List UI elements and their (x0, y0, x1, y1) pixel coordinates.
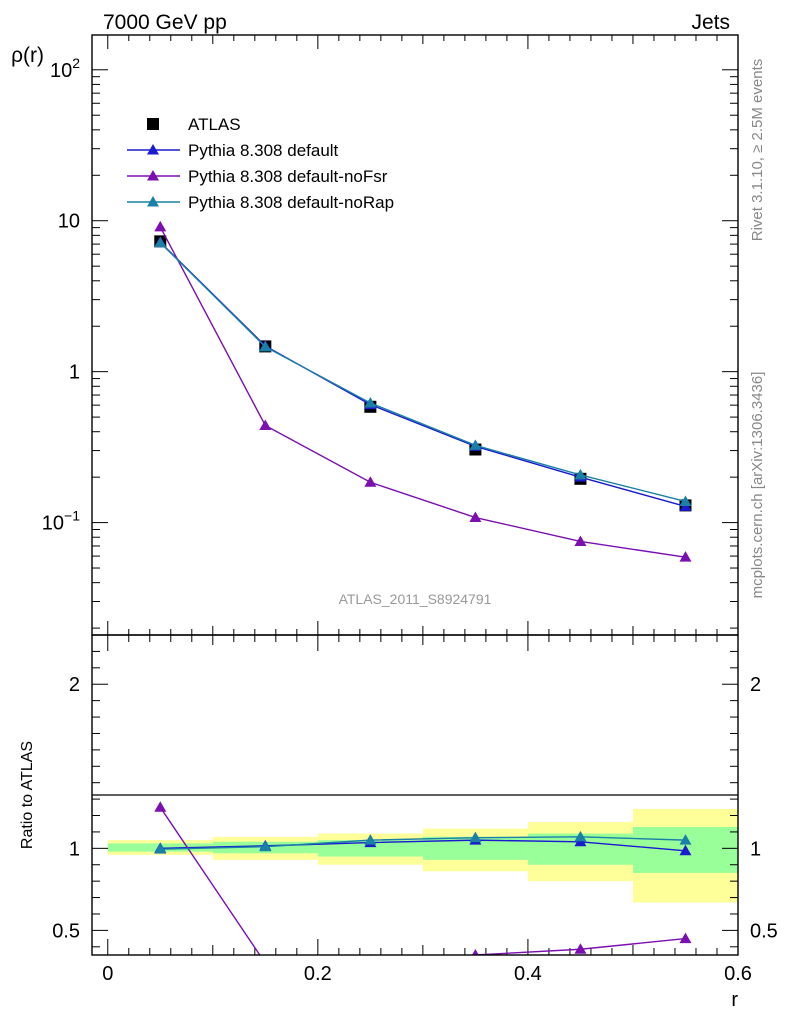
data-point-noFsr (679, 551, 692, 562)
ratio-uncertainty-bands (107, 808, 738, 903)
jets-label: Jets (691, 11, 730, 34)
rivet-version-label: Rivet 3.1.10, ≥ 2.5M events (749, 59, 766, 242)
legend-label-noFsr: Pythia 8.308 default-noFsr (188, 167, 388, 186)
series-line-noRap (159, 242, 686, 503)
uncertainty-band-inner (422, 836, 528, 860)
energy-label: 7000 GeV pp (103, 11, 227, 34)
series-line-noFsr (159, 226, 686, 558)
legend: ATLAS Pythia 8.308 default Pythia 8.308 de… (127, 115, 394, 212)
ratio-series (154, 801, 692, 968)
ratio-point-noFsr (259, 957, 271, 968)
data-point-noRap (679, 495, 692, 506)
legend-label-default: Pythia 8.308 default (188, 141, 339, 160)
ratio-line-default (160, 839, 686, 852)
uncertainty-band-inner (317, 840, 423, 857)
data-point-noFsr (259, 419, 272, 430)
data-point-noFsr (364, 476, 377, 487)
ratio-frame (91, 634, 739, 956)
main-y-tick-label: 10−1 (42, 508, 80, 535)
x-tick-label: 0.2 (304, 963, 332, 985)
x-tick-label: 0.4 (514, 963, 542, 985)
data-point-noFsr (154, 220, 167, 232)
x-tick-label: 0 (102, 963, 113, 985)
ratio-y-tick-label-left: 0.5 (52, 920, 80, 942)
legend-label-noRap: Pythia 8.308 default-noRap (188, 193, 394, 212)
ratio-line-noRap (160, 836, 686, 850)
ratio-point-noRap (154, 843, 167, 854)
data-point-noRap (259, 340, 272, 352)
main-y-tick-labels: 10−1 1 10 102 (42, 55, 80, 535)
x-axis-label: r (731, 989, 738, 1011)
ratio-y-tick-label-left: 2 (69, 674, 80, 696)
main-y-tick-label: 10 (58, 211, 80, 233)
ratio-point-noFsr (679, 932, 692, 944)
main-y-axis-label: ρ(r) (11, 44, 44, 67)
data-point-noRap (364, 396, 377, 408)
main-y-tick-label: 1 (69, 362, 80, 384)
series-line-default (159, 241, 686, 508)
data-point-noRap (469, 439, 482, 450)
ratio-y-tick-label-right: 0.5 (750, 920, 778, 942)
legend-marker-default (147, 144, 159, 155)
legend-label-atlas: ATLAS (188, 115, 241, 134)
ratio-y-tick-label-left: 1 (69, 838, 80, 860)
x-tick-labels: 0 0.2 0.4 0.6 (102, 963, 752, 985)
ratio-y-axis-label: Ratio to ATLAS (19, 741, 36, 849)
ratio-point-noRap (364, 834, 377, 845)
ratio-point-noRap (574, 830, 587, 842)
ratio-point-noRap (679, 834, 692, 845)
ratio-point-noFsr (471, 949, 479, 955)
legend-marker-noFsr (147, 170, 159, 181)
ratio-point-noFsr (574, 943, 587, 954)
legend-marker-noRap (147, 196, 159, 207)
ratio-panel: 0.5 0.5 1 1 2 2 0 0.2 0.4 0.6 (52, 634, 778, 985)
ratio-point-noFsr (154, 801, 167, 812)
ratio-y-tick-labels: 0.5 0.5 1 1 2 2 (52, 674, 778, 942)
ratio-point-default (679, 844, 692, 856)
data-point-noFsr (574, 535, 587, 546)
ratio-point-noRap (469, 831, 482, 843)
ratio-point-noRap (259, 840, 272, 852)
legend-marker-atlas (147, 118, 159, 130)
ratio-ticks (92, 635, 739, 955)
analysis-watermark: ATLAS_2011_S8924791 (339, 591, 492, 607)
main-panel: 10−1 1 10 102 (42, 34, 739, 636)
x-tick-label: 0.6 (724, 963, 752, 985)
data-point-noRap (574, 468, 587, 480)
ratio-y-tick-label-right: 1 (750, 838, 761, 860)
main-series (154, 220, 692, 562)
ratio-y-tick-label-right: 2 (750, 674, 761, 696)
ratio-line-noFsr (159, 806, 686, 955)
main-y-tick-label: 102 (50, 55, 80, 82)
data-point-noFsr (469, 511, 482, 523)
mcplots-label: mcplots.cern.ch [arXiv:1306.3436] (749, 372, 766, 599)
data-point-noRap (154, 236, 167, 248)
